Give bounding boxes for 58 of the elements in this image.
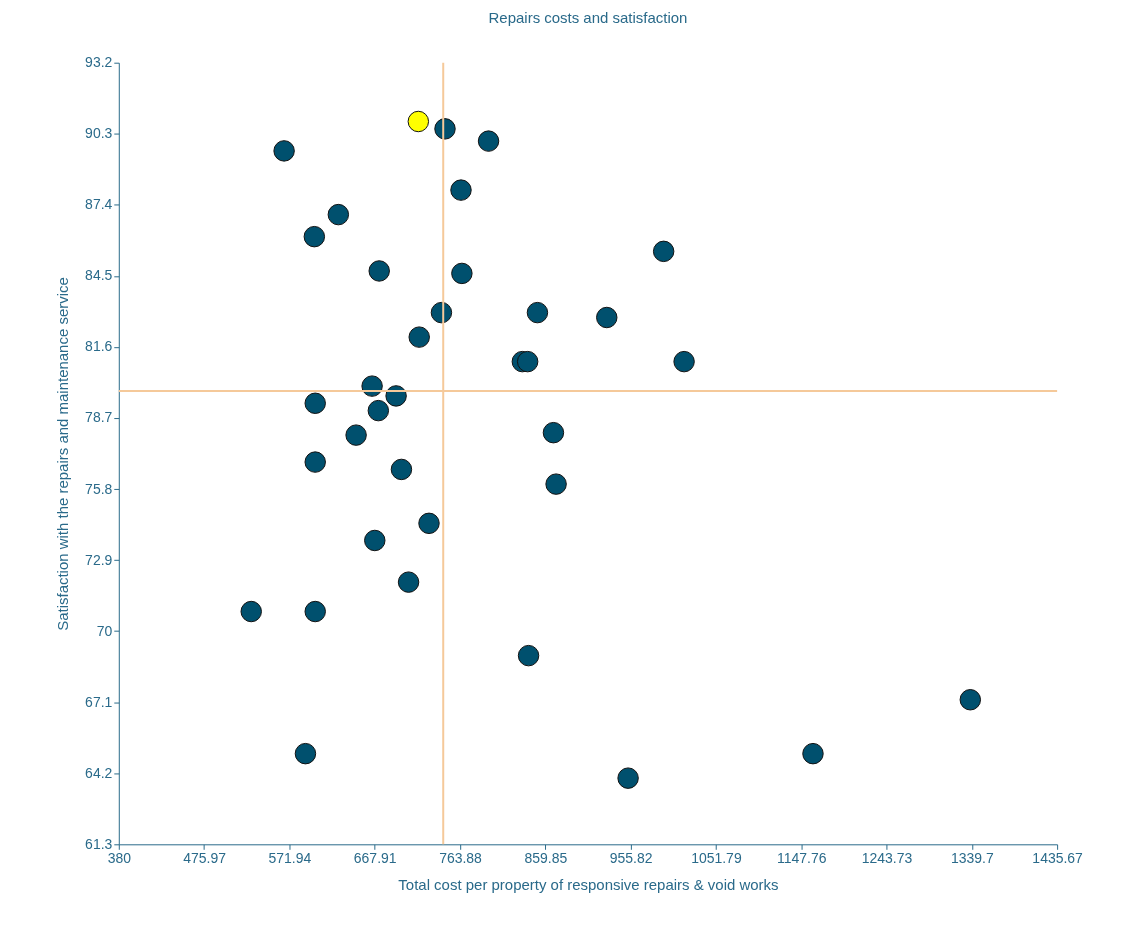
- y-tick-label: 78.7: [85, 409, 113, 426]
- x-tick-label: 859.85: [524, 849, 568, 866]
- y-tick-label: 72.9: [85, 551, 113, 568]
- chart-title: Repairs costs and satisfaction: [488, 8, 688, 26]
- y-tick-label: 81.6: [85, 338, 113, 355]
- y-axis-title: Satisfaction with the repairs and maintenance service: [54, 277, 72, 631]
- x-tick-label: 1339.7: [950, 849, 994, 866]
- y-tick-label: 67.1: [85, 693, 113, 710]
- point: [294, 742, 317, 765]
- x-tick-label: 1435.67: [1032, 849, 1084, 866]
- point: [596, 306, 618, 329]
- point: [542, 421, 565, 444]
- point: [673, 350, 695, 373]
- x-tick-label: 1243.73: [861, 849, 913, 866]
- y-tick-label: 64.2: [85, 764, 113, 781]
- point: [802, 742, 824, 765]
- point: [407, 110, 430, 133]
- x-tick-label: 1051.79: [691, 849, 742, 866]
- x-tick-label: 380: [107, 849, 132, 866]
- point: [451, 262, 473, 285]
- point: [304, 451, 326, 473]
- point: [652, 240, 675, 263]
- y-tick-label: 70: [96, 622, 113, 639]
- point: [959, 689, 982, 711]
- y-tick-label: 75.8: [85, 480, 113, 497]
- point: [617, 767, 639, 789]
- point: [408, 326, 430, 348]
- y-tick-label: 87.4: [85, 196, 113, 213]
- point: [450, 179, 472, 201]
- x-tick-label: 1147.76: [776, 849, 827, 866]
- point: [517, 644, 540, 667]
- point: [327, 203, 350, 226]
- x-tick-label: 763.88: [439, 849, 483, 866]
- x-tick-label: 475.97: [183, 849, 227, 866]
- x-tick-label: 571.94: [268, 849, 312, 866]
- point: [526, 301, 549, 324]
- point: [397, 571, 420, 593]
- y-tick-label: 90.3: [85, 125, 113, 142]
- x-tick-label: 955.82: [609, 849, 653, 866]
- point: [303, 225, 326, 248]
- y-tick-label: 61.3: [85, 835, 113, 852]
- point: [364, 529, 386, 552]
- y-tick-label: 93.2: [85, 54, 113, 71]
- point: [516, 350, 539, 373]
- point: [304, 392, 326, 414]
- y-tick-label: 84.5: [85, 267, 113, 284]
- point: [273, 140, 295, 162]
- point: [304, 600, 326, 623]
- point: [477, 130, 500, 152]
- point: [368, 260, 390, 282]
- x-axis-title: Total cost per property of responsive repairs & void works: [398, 875, 779, 893]
- point: [545, 473, 567, 495]
- x-tick-label: 667.91: [353, 849, 397, 866]
- point: [390, 458, 413, 481]
- point: [345, 424, 367, 446]
- point: [240, 600, 262, 623]
- point: [367, 399, 390, 422]
- point: [418, 512, 440, 535]
